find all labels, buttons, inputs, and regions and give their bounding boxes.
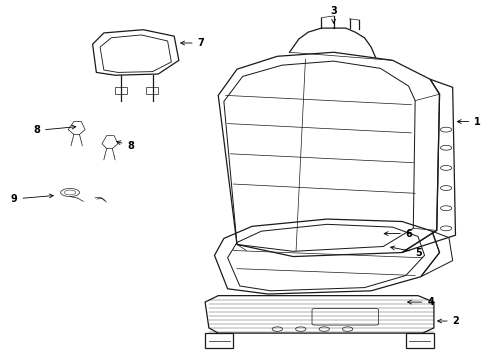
Text: 1: 1 bbox=[456, 117, 480, 127]
Text: 4: 4 bbox=[407, 297, 433, 307]
Text: 5: 5 bbox=[390, 246, 421, 257]
Text: 3: 3 bbox=[329, 6, 336, 23]
Text: 7: 7 bbox=[181, 38, 204, 48]
Text: 8: 8 bbox=[117, 141, 134, 151]
Text: 2: 2 bbox=[437, 316, 459, 326]
Text: 8: 8 bbox=[33, 125, 76, 135]
Text: 6: 6 bbox=[384, 229, 412, 239]
Text: 9: 9 bbox=[11, 194, 53, 204]
